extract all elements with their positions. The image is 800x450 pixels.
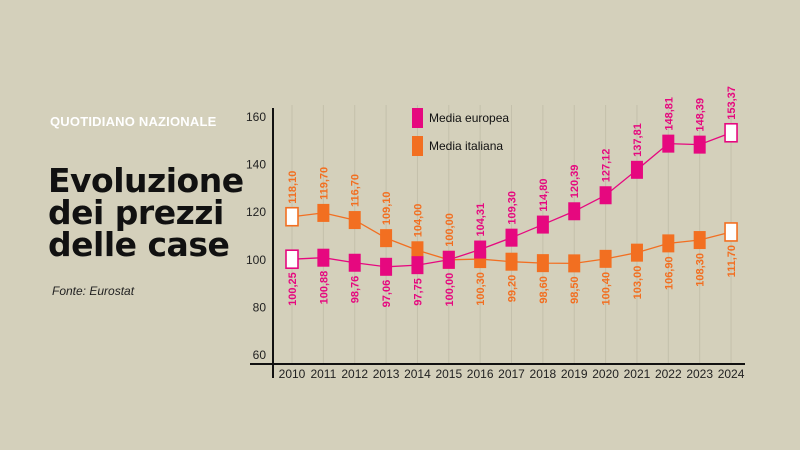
data-label: 99,20 xyxy=(507,275,519,303)
x-tick-label: 2023 xyxy=(686,367,713,381)
x-tick-label: 2016 xyxy=(467,367,494,381)
data-label: 148,81 xyxy=(663,97,675,131)
data-label: 97,75 xyxy=(412,278,424,306)
data-marker xyxy=(317,203,330,222)
data-label: 100,88 xyxy=(318,271,330,305)
source-note: Fonte: Eurostat xyxy=(52,284,135,298)
legend-label: Media italiana xyxy=(429,139,503,153)
data-label: 137,81 xyxy=(632,123,644,157)
y-tick-label: 80 xyxy=(253,300,267,314)
data-label: 111,70 xyxy=(726,245,738,277)
data-marker xyxy=(348,211,361,230)
data-marker xyxy=(568,202,581,221)
data-label: 100,00 xyxy=(444,273,456,307)
data-label: 119,70 xyxy=(318,167,330,200)
data-marker xyxy=(474,240,487,259)
data-marker xyxy=(599,249,612,268)
data-label: 114,80 xyxy=(538,179,550,212)
data-label: 104,00 xyxy=(412,204,424,238)
data-label: 98,76 xyxy=(350,276,362,304)
x-tick-label: 2011 xyxy=(310,367,336,381)
data-marker xyxy=(599,186,612,205)
data-marker xyxy=(568,254,581,273)
data-label: 100,30 xyxy=(475,272,487,306)
data-label: 100,00 xyxy=(444,213,456,247)
data-marker xyxy=(285,249,299,270)
legend-swatch xyxy=(412,108,423,128)
data-marker xyxy=(724,222,738,242)
x-tick-label: 2017 xyxy=(498,367,525,381)
title-line-3: delle case xyxy=(48,225,230,264)
data-marker xyxy=(411,241,424,260)
data-marker xyxy=(505,228,518,247)
x-tick-label: 2021 xyxy=(624,367,651,381)
data-marker xyxy=(662,234,675,253)
x-tick-label: 2019 xyxy=(561,367,588,381)
data-marker xyxy=(536,254,549,273)
data-label: 103,00 xyxy=(632,266,644,300)
data-marker xyxy=(380,257,393,276)
x-tick-label: 2012 xyxy=(341,367,368,381)
x-tick-label: 2015 xyxy=(435,367,462,381)
data-label: 98,60 xyxy=(538,276,550,304)
data-label: 109,30 xyxy=(507,191,519,225)
data-label: 120,39 xyxy=(569,165,581,199)
legend-label: Media europea xyxy=(429,111,509,125)
data-label: 100,40 xyxy=(601,272,613,306)
data-label: 148,39 xyxy=(695,98,707,132)
data-marker xyxy=(724,122,738,143)
brand-label: QUOTIDIANO NAZIONALE xyxy=(50,114,217,129)
data-label: 98,50 xyxy=(569,276,581,304)
y-tick-label: 140 xyxy=(246,158,266,172)
y-tick-label: 160 xyxy=(246,110,266,124)
x-tick-label: 2013 xyxy=(373,367,400,381)
data-label: 108,30 xyxy=(695,253,707,287)
data-label: 127,12 xyxy=(601,149,613,183)
y-tick-label: 60 xyxy=(253,348,267,362)
data-label: 100,25 xyxy=(287,272,299,306)
data-marker xyxy=(536,215,549,234)
data-marker xyxy=(693,135,706,154)
x-tick-label: 2010 xyxy=(279,367,306,381)
data-marker xyxy=(348,253,361,272)
legend-swatch xyxy=(412,136,423,156)
data-marker xyxy=(380,229,393,248)
data-marker xyxy=(693,231,706,250)
x-tick-label: 2022 xyxy=(655,367,682,381)
y-tick-label: 100 xyxy=(246,253,266,267)
data-label: 106,90 xyxy=(663,256,675,290)
data-label: 116,70 xyxy=(350,174,362,207)
data-label: 97,06 xyxy=(381,280,393,308)
data-marker xyxy=(630,243,643,262)
data-label: 153,37 xyxy=(726,86,738,120)
data-marker xyxy=(442,250,455,269)
y-tick-label: 120 xyxy=(246,205,266,219)
title-line-2: dei prezzi xyxy=(48,193,224,232)
data-label: 109,10 xyxy=(381,191,393,225)
data-marker xyxy=(317,248,330,267)
x-tick-label: 2024 xyxy=(718,367,745,381)
x-tick-label: 2014 xyxy=(404,367,431,381)
data-marker xyxy=(505,252,518,271)
data-label: 104,31 xyxy=(475,203,487,237)
x-tick-label: 2020 xyxy=(592,367,619,381)
x-tick-label: 2018 xyxy=(530,367,557,381)
data-marker xyxy=(662,134,675,153)
data-marker xyxy=(630,160,643,179)
title-line-1: Evoluzione xyxy=(48,161,244,200)
data-marker xyxy=(411,256,424,275)
chart-title: Evoluzione dei prezzi delle case xyxy=(48,161,244,264)
data-label: 118,10 xyxy=(287,171,299,204)
data-marker xyxy=(285,206,299,227)
